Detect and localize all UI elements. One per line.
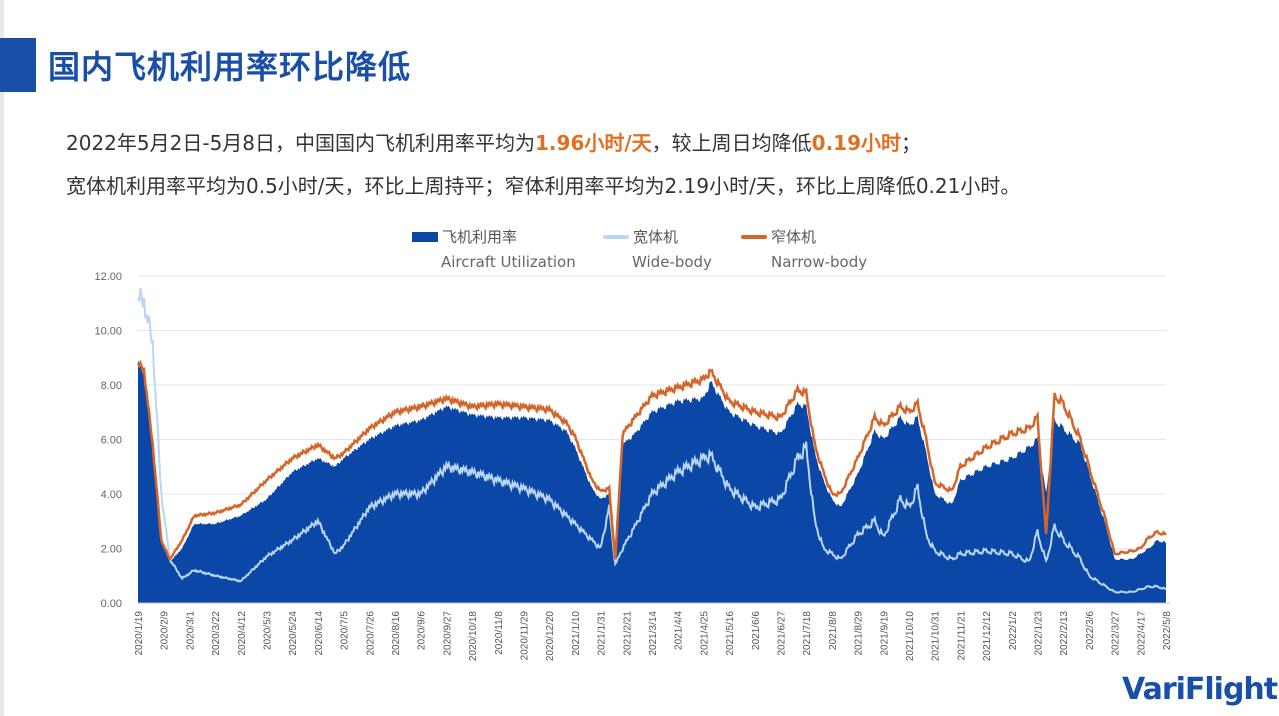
legend-sublabel: Wide-body [632,253,712,271]
x-tick-label: 2020/10/18 [468,611,479,661]
y-tick-label: 10.00 [94,326,122,338]
legend-narrow-body: 窄体机 [741,226,816,247]
legend-wide-body: 宽体机 [603,226,678,247]
x-tick-label: 2020/9/6 [417,611,428,650]
series-line-wide-body [137,288,1167,594]
x-tick-label: 2022/1/23 [1034,611,1045,656]
utilization-chart: 0.00 2.00 4.00 6.00 8.00 10.00 12.00 2020/1/19… [94,271,1173,661]
x-tick-label: 2022/2/13 [1059,611,1070,656]
highlight-avg-utilization: 1.96小时/天 [535,131,652,155]
x-tick-label: 2021/10/10 [905,611,916,661]
x-axis: 2020/1/19 2020/2/9 2020/3/1 2020/3/22 2020/4… [134,611,1173,661]
summary-line-1: 2022年5月2日-5月8日，中国国内飞机利用率平均为1.96小时/天，较上周日… [66,127,921,156]
legend-sublabel: Narrow-body [771,253,868,271]
legend-swatch-line [741,234,767,239]
slide-title: 国内飞机利用率环比降低 [48,48,412,86]
legend-label: 飞机利用率 [442,228,518,246]
y-axis: 0.00 2.00 4.00 6.00 8.00 10.00 12.00 [94,271,122,610]
x-tick-label: 2020/9/27 [442,611,453,656]
x-tick-label: 2021/4/4 [674,611,685,650]
left-edge-rule [0,0,4,716]
variflight-logo: VariFlight® [1122,672,1279,707]
summary-text: 2022年5月2日-5月8日，中国国内飞机利用率平均为 [66,131,536,155]
legend-swatch-area [412,231,438,242]
x-tick-label: 2020/2/9 [160,611,171,650]
x-tick-label: 2021/8/29 [854,611,865,656]
series-line-narrow-body [136,359,1167,562]
x-tick-label: 2021/12/12 [982,611,993,661]
x-tick-label: 2022/5/8 [1162,611,1173,650]
y-tick-label: 6.00 [101,435,122,447]
y-tick-label: 12.00 [94,271,122,283]
summary-text: ； [901,131,922,155]
legend-sublabel: Aircraft Utilization [441,253,576,271]
x-tick-label: 2020/3/22 [211,611,222,656]
legend-aircraft-utilization: 飞机利用率 [412,226,517,247]
x-tick-label: 2020/11/29 [520,611,531,661]
legend-label: 宽体机 [633,228,679,246]
legend-swatch-line [603,234,629,239]
legend-label: 窄体机 [771,228,817,246]
x-tick-label: 2022/3/6 [1085,611,1096,650]
x-tick-label: 2021/1/31 [597,611,608,656]
x-tick-label: 2020/8/16 [391,611,402,656]
x-tick-label: 2021/3/14 [648,611,659,656]
x-tick-label: 2021/6/27 [777,611,788,656]
x-tick-label: 2021/5/16 [725,611,736,656]
x-tick-label: 2021/7/18 [802,611,813,656]
x-tick-label: 2021/1/10 [571,611,582,656]
x-tick-label: 2020/4/12 [237,611,248,656]
x-tick-label: 2020/7/5 [340,611,351,650]
x-tick-label: 2020/3/1 [185,611,196,650]
x-tick-label: 2021/11/21 [956,611,967,661]
summary-line-2: 宽体机利用率平均为0.5小时/天，环比上周持平；窄体利用率平均为2.19小时/天… [66,174,1021,198]
logo-text: VariFlight [1122,672,1278,707]
x-tick-label: 2020/5/24 [288,611,299,656]
x-tick-label: 2020/12/20 [545,611,556,661]
y-tick-label: 8.00 [101,380,122,392]
highlight-decrease: 0.19小时 [811,131,902,155]
y-tick-label: 4.00 [101,489,122,501]
x-tick-label: 2020/1/19 [134,611,145,656]
x-tick-label: 2022/4/17 [1136,611,1147,656]
y-tick-label: 0.00 [101,598,122,610]
x-tick-label: 2020/11/8 [494,611,505,655]
x-tick-label: 2020/5/3 [263,611,274,650]
series-area-aircraft-utilization [138,360,1166,603]
x-tick-label: 2021/4/25 [699,611,710,656]
x-tick-label: 2021/8/8 [828,611,839,650]
x-tick-label: 2020/6/14 [314,611,325,656]
summary-text: ，较上周日均降低 [651,131,812,155]
x-tick-label: 2020/7/26 [365,611,376,656]
y-tick-label: 2.00 [101,544,122,556]
x-tick-label: 2022/1/2 [1008,611,1019,650]
x-tick-label: 2021/10/31 [931,611,942,661]
x-tick-label: 2021/9/19 [879,611,890,656]
x-tick-label: 2022/3/27 [1111,611,1122,656]
x-tick-label: 2021/2/21 [622,611,633,656]
title-accent-bar [0,38,36,92]
x-tick-label: 2021/6/6 [751,611,762,650]
